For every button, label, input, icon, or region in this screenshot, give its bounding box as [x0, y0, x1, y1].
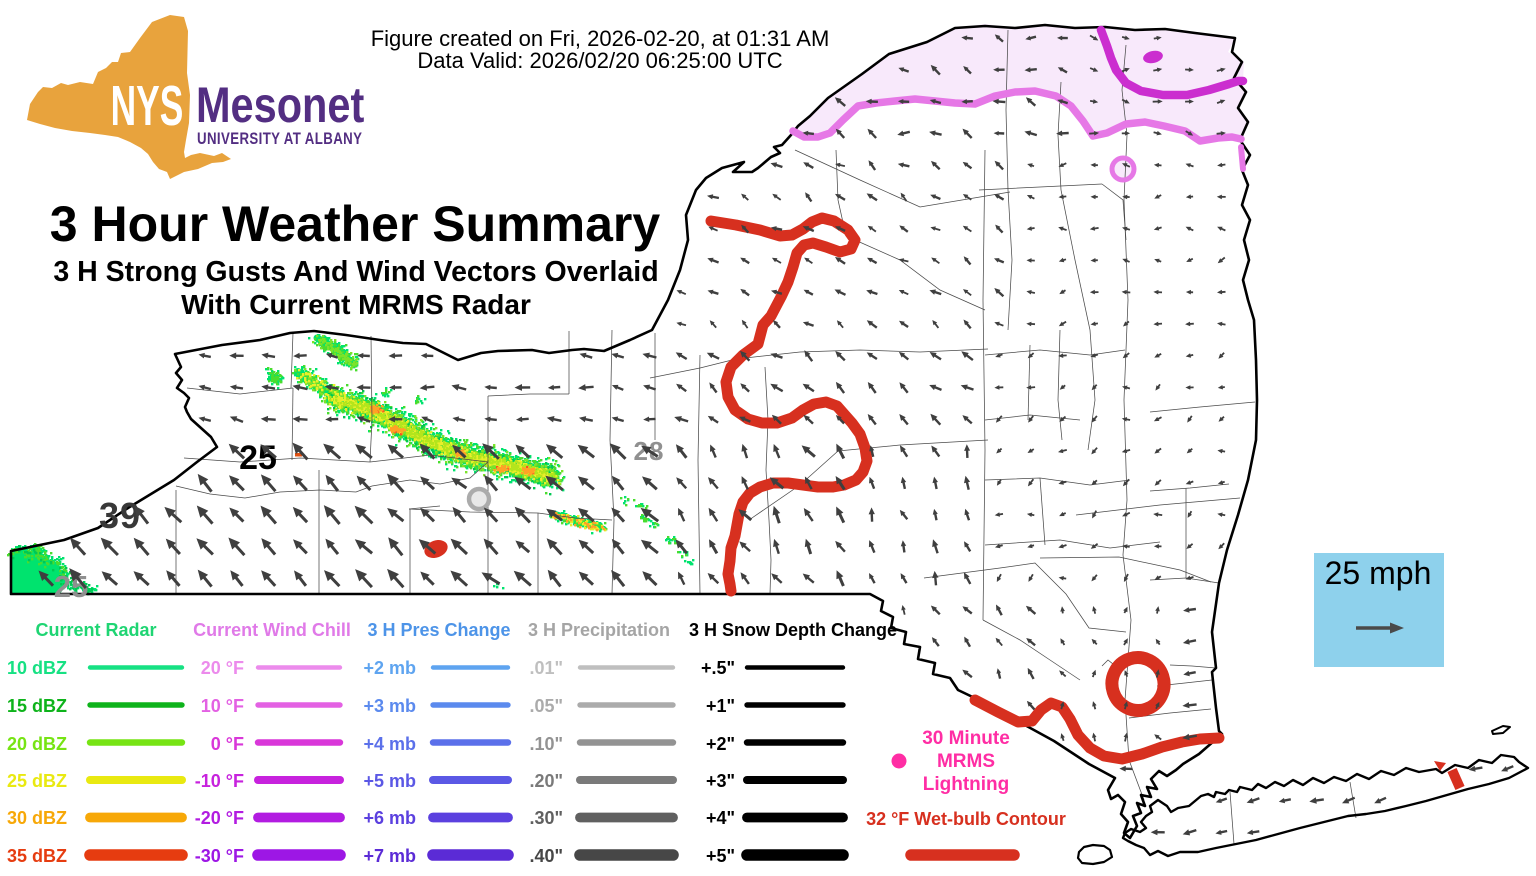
- svg-text:25 mph: 25 mph: [1325, 555, 1432, 591]
- svg-text:20 °F: 20 °F: [201, 658, 244, 678]
- svg-text:MRMS: MRMS: [937, 751, 995, 772]
- svg-text:+.5": +.5": [701, 658, 735, 678]
- svg-text:35 dBZ: 35 dBZ: [7, 846, 67, 866]
- svg-text:Lightning: Lightning: [923, 774, 1010, 795]
- svg-text:.20": .20": [529, 771, 563, 791]
- svg-text:+5": +5": [706, 846, 735, 866]
- svg-text:Mesonet: Mesonet: [196, 76, 364, 133]
- svg-text:3 H Precipitation: 3 H Precipitation: [528, 620, 670, 640]
- svg-text:+3 mb: +3 mb: [363, 696, 416, 716]
- svg-text:30 Minute: 30 Minute: [922, 728, 1010, 749]
- svg-text:.40": .40": [529, 846, 563, 866]
- svg-text:+4": +4": [706, 808, 735, 828]
- svg-text:25: 25: [54, 569, 88, 604]
- svg-text:10 °F: 10 °F: [201, 696, 244, 716]
- svg-text:+2": +2": [706, 734, 735, 754]
- svg-text:15 dBZ: 15 dBZ: [7, 696, 67, 716]
- svg-text:.10": .10": [529, 734, 563, 754]
- svg-text:Current Wind Chill: Current Wind Chill: [193, 620, 351, 640]
- svg-text:3 H Strong Gusts And Wind Vect: 3 H Strong Gusts And Wind Vectors Overla…: [53, 256, 658, 288]
- svg-text:NYS: NYS: [111, 75, 184, 139]
- svg-text:3 Hour Weather Summary: 3 Hour Weather Summary: [50, 196, 661, 252]
- svg-text:0 °F: 0 °F: [211, 734, 244, 754]
- svg-text:10 dBZ: 10 dBZ: [7, 658, 67, 678]
- svg-text:-30 °F: -30 °F: [195, 846, 244, 866]
- svg-text:+3": +3": [706, 771, 735, 791]
- svg-text:-20 °F: -20 °F: [195, 808, 244, 828]
- svg-text:.30": .30": [529, 808, 563, 828]
- svg-text:Data Valid: 2026/02/20 06:25:0: Data Valid: 2026/02/20 06:25:00 UTC: [417, 48, 782, 73]
- svg-text:+5 mb: +5 mb: [363, 771, 416, 791]
- svg-text:Current Radar: Current Radar: [35, 620, 156, 640]
- svg-text:20 dBZ: 20 dBZ: [7, 734, 67, 754]
- svg-text:25: 25: [239, 439, 277, 477]
- svg-text:With Current MRMS Radar: With Current MRMS Radar: [181, 289, 531, 320]
- svg-text:3 H Pres Change: 3 H Pres Change: [367, 620, 510, 640]
- svg-text:-10 °F: -10 °F: [195, 771, 244, 791]
- svg-text:+6 mb: +6 mb: [363, 808, 416, 828]
- svg-text:+2 mb: +2 mb: [363, 658, 416, 678]
- svg-text:39: 39: [99, 495, 141, 536]
- svg-text:32 °F Wet-bulb Contour: 32 °F Wet-bulb Contour: [866, 809, 1066, 829]
- svg-text:UNIVERSITY AT ALBANY: UNIVERSITY AT ALBANY: [197, 130, 362, 149]
- svg-text:.05": .05": [529, 696, 563, 716]
- svg-text:+4 mb: +4 mb: [363, 734, 416, 754]
- svg-text:+1": +1": [706, 696, 735, 716]
- svg-text:+7 mb: +7 mb: [363, 846, 416, 866]
- svg-text:.01": .01": [529, 658, 563, 678]
- svg-text:3 H Snow Depth Change: 3 H Snow Depth Change: [689, 620, 897, 640]
- svg-text:30 dBZ: 30 dBZ: [7, 808, 67, 828]
- svg-text:Figure created on Fri, 2026-02: Figure created on Fri, 2026-02-20, at 01…: [371, 26, 830, 51]
- svg-text:25 dBZ: 25 dBZ: [7, 771, 67, 791]
